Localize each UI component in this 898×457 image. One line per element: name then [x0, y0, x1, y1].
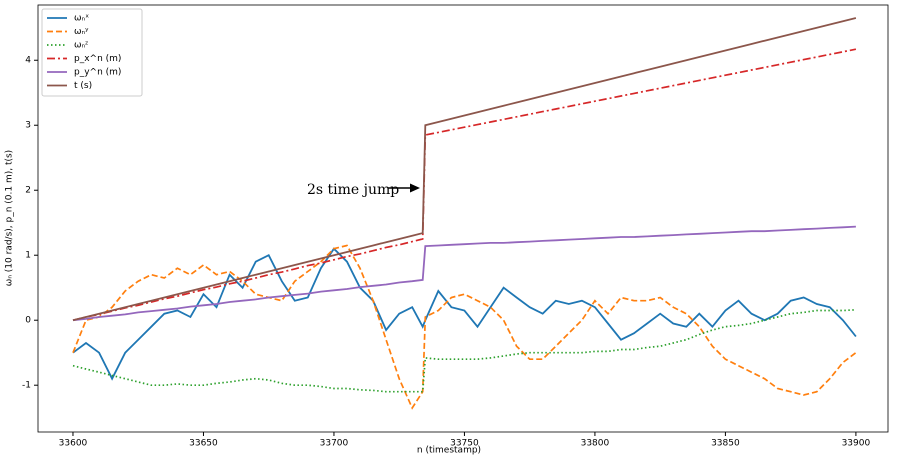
- x-tick-label: 33800: [581, 439, 610, 449]
- legend-label: ωₙᶻ: [74, 41, 88, 51]
- legend-label: p_y^n (m): [74, 68, 121, 78]
- series-line: [72, 308, 856, 393]
- legend-label: p_x^n (m): [74, 54, 121, 64]
- series-line: [72, 48, 857, 322]
- y-tick-label: 3: [25, 121, 31, 131]
- legend-label: ωₙʸ: [74, 27, 89, 37]
- x-tick-label: 33900: [842, 439, 871, 449]
- x-tick-label: 33600: [59, 439, 88, 449]
- series-line: [72, 244, 857, 410]
- y-axis-label: ωₙ (10 rad/s), p_n (0.1 m), t(s): [5, 150, 15, 286]
- y-tick-label: -1: [22, 381, 31, 391]
- annotation: 2s time jump: [307, 182, 399, 198]
- y-tick-label: 1: [25, 251, 31, 261]
- x-tick-label: 33750: [450, 439, 479, 449]
- series-line: [72, 247, 857, 381]
- plot-frame: [37, 4, 889, 433]
- legend-label: ωₙˣ: [74, 14, 89, 24]
- annotation-arrowhead: [410, 183, 420, 193]
- y-tick-label: 4: [25, 56, 31, 66]
- legend-label: t (s): [74, 81, 92, 91]
- x-axis-label: n (timestamp): [417, 446, 481, 456]
- x-tick-label: 33700: [320, 439, 349, 449]
- series-line: [72, 225, 856, 322]
- x-tick-label: 33650: [189, 439, 218, 449]
- series-line: [72, 17, 857, 322]
- y-tick-label: 0: [25, 316, 31, 326]
- x-tick-label: 33850: [711, 439, 740, 449]
- y-tick-label: 2: [25, 186, 31, 196]
